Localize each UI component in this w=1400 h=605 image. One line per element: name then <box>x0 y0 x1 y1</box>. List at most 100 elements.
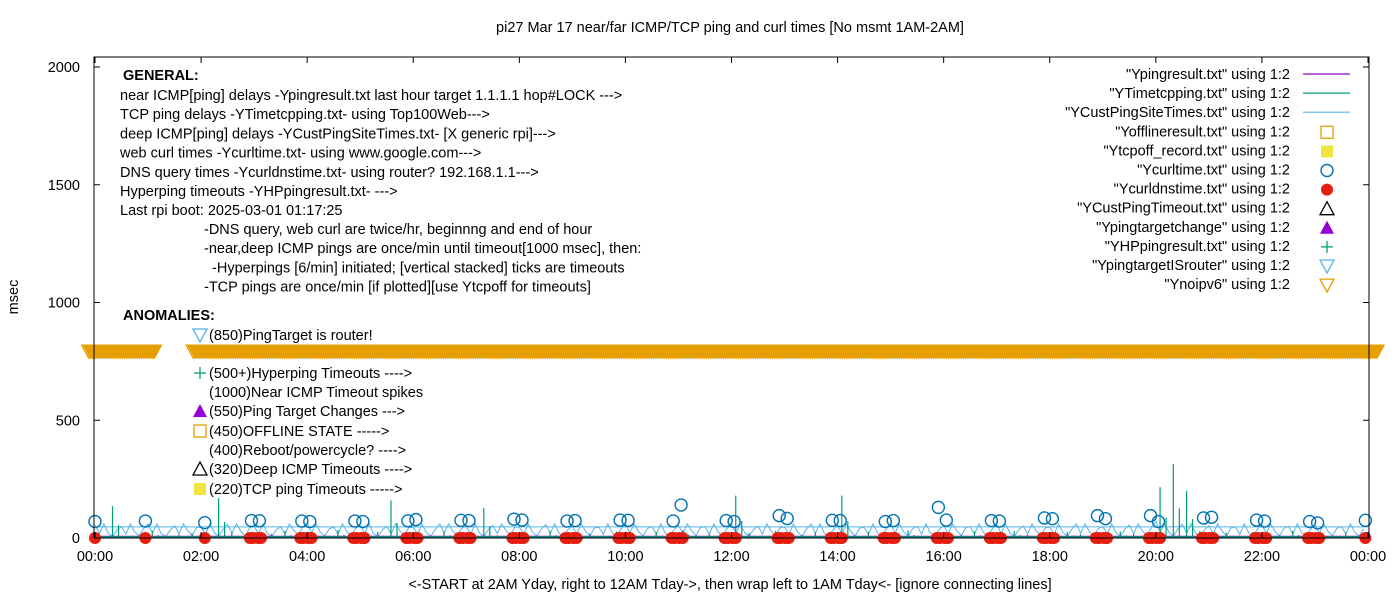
legend-label: "YCustPingSiteTimes.txt" using 1:2 <box>1065 105 1290 121</box>
legend-marker-swatch <box>1321 145 1333 158</box>
annotation-layer: GENERAL: near ICMP[ping] delays -Ypingres… <box>119 68 641 498</box>
x-tick-label: 20:00 <box>1138 549 1174 565</box>
x-tick-label: 10:00 <box>607 549 643 565</box>
curl-point <box>727 514 741 529</box>
anomaly-label: (400)Reboot/powercycle? ----> <box>209 443 406 459</box>
y-axis-label: msec <box>6 280 22 315</box>
anomaly-label: (450)OFFLINE STATE -----> <box>209 424 389 440</box>
anomaly-label: (500+)Hyperping Timeouts ----> <box>209 366 412 382</box>
legend-label: "Ypingtargetchange" using 1:2 <box>1096 220 1290 236</box>
general-line: Last rpi boot: 2025-03-01 01:17:25 <box>120 203 343 219</box>
curl-point <box>886 513 900 528</box>
general-line: near ICMP[ping] delays -Ypingresult.txt … <box>120 88 622 104</box>
curl-point <box>825 513 839 528</box>
anomaly-label: (320)Deep ICMP Timeouts ----> <box>209 462 412 478</box>
curl-point <box>568 513 582 528</box>
x-tick-label: 16:00 <box>926 549 962 565</box>
curl-point <box>621 513 635 528</box>
curl-point <box>507 512 521 526</box>
y-tick-label: 2000 <box>48 60 80 76</box>
curl-point <box>780 511 794 526</box>
legend-marker-swatch <box>1321 240 1333 253</box>
curl-point <box>931 500 946 515</box>
curl-point <box>1143 508 1158 523</box>
legend-label: "Ynoipv6" using 1:2 <box>1164 277 1290 293</box>
curl-point <box>348 514 362 528</box>
note-line: -TCP pings are once/min [if plotted][use… <box>204 280 591 296</box>
x-tick-label: 04:00 <box>289 549 325 565</box>
curl-point <box>833 513 847 528</box>
curl-point <box>462 513 476 528</box>
legend-label: "Ycurltime.txt" using 1:2 <box>1137 163 1290 179</box>
x-axis-label: <-START at 2AM Yday, right to 12AM Tday-… <box>408 577 1051 593</box>
anomaly-marker-icon <box>193 424 207 438</box>
anomaly-marker-icon <box>194 483 206 495</box>
curl-point <box>198 515 212 530</box>
legend-marker-swatch <box>1318 259 1336 275</box>
anomaly-marker-icon <box>193 404 207 417</box>
anomaly-marker-icon <box>191 328 209 344</box>
curl-point <box>138 514 153 528</box>
legend-marker-swatch <box>1321 183 1333 196</box>
curl-point <box>1310 516 1325 530</box>
curl-point <box>1257 514 1272 528</box>
curl-point <box>1045 511 1060 526</box>
curl-point <box>560 514 574 528</box>
x-tick-label: 02:00 <box>183 549 219 565</box>
anomaly-marker-icon <box>191 460 209 476</box>
anomaly-label: (1000)Near ICMP Timeout spikes <box>209 385 423 401</box>
x-tick-label: 18:00 <box>1032 549 1068 565</box>
legend: "Ypingresult.txt" using 1:2 "YTimetcpping… <box>1065 67 1350 294</box>
curl-point <box>252 514 267 528</box>
y-tick-label: 1000 <box>48 296 80 312</box>
curl-point <box>515 513 529 527</box>
legend-marker-swatch <box>1320 220 1334 234</box>
curl-point <box>1090 508 1105 523</box>
legend-label: "Ycurldnstime.txt" using 1:2 <box>1114 182 1290 198</box>
anomaly-label: (220)TCP ping Timeouts -----> <box>209 482 403 498</box>
curl-point <box>356 514 370 529</box>
curl-point <box>719 513 733 528</box>
x-tick-label: 22:00 <box>1244 549 1280 565</box>
chart-title: pi27 Mar 17 near/far ICMP/TCP ping and c… <box>496 20 964 36</box>
noipv6-band <box>187 345 1385 359</box>
curl-point <box>878 514 893 529</box>
x-tick-label: 08:00 <box>501 549 537 565</box>
general-line: Hyperping timeouts -YHPpingresult.txt- -… <box>120 184 398 200</box>
curl-point <box>1302 514 1317 529</box>
y-tick-label: 500 <box>56 413 80 429</box>
curl-point <box>1037 511 1052 525</box>
curl-point <box>401 514 415 528</box>
legend-label: "YpingtargetISrouter" using 1:2 <box>1092 258 1290 274</box>
x-tick-label: 12:00 <box>713 549 749 565</box>
y-tick-label: 0 <box>72 531 80 547</box>
curl-point <box>939 513 954 527</box>
legend-marker-swatch <box>1318 200 1336 216</box>
y-tick-label: 1500 <box>48 178 80 194</box>
curl-point <box>1196 511 1211 525</box>
curl-point <box>1249 513 1264 527</box>
general-line: deep ICMP[ping] delays -YCustPingSiteTim… <box>120 126 556 142</box>
general-line: TCP ping delays -YTimetcpping.txt- using… <box>120 107 490 123</box>
legend-label: "YTimetcpping.txt" using 1:2 <box>1109 86 1290 102</box>
anomalies-heading: ANOMALIES: <box>123 308 215 324</box>
x-tick-label: 06:00 <box>395 549 431 565</box>
curl-point <box>454 513 468 528</box>
legend-label: "Ytcpoff_record.txt" using 1:2 <box>1103 143 1290 159</box>
curl-point <box>992 514 1007 528</box>
axes: 0 500 1000 1500 2000 00:00 02:00 04:00 06:00 08:0… <box>48 57 1386 565</box>
x-tick-label: 00:00 <box>77 549 113 565</box>
general-line: web curl times -Ycurltime.txt- using www… <box>119 146 481 162</box>
anomaly-marker-icon <box>194 367 206 379</box>
curl-point <box>984 513 999 528</box>
curl-point <box>674 498 688 512</box>
curl-point <box>666 514 680 528</box>
curl-point <box>303 514 317 529</box>
note-line: -near,deep ICMP pings are once/min until… <box>204 241 641 257</box>
legend-label: "Ypingresult.txt" using 1:2 <box>1126 67 1290 83</box>
note-line: -DNS query, web curl are twice/hr, begin… <box>204 222 592 238</box>
curl-point <box>772 508 786 523</box>
noipv6-band <box>82 345 161 359</box>
legend-marker-swatch <box>1318 278 1336 294</box>
